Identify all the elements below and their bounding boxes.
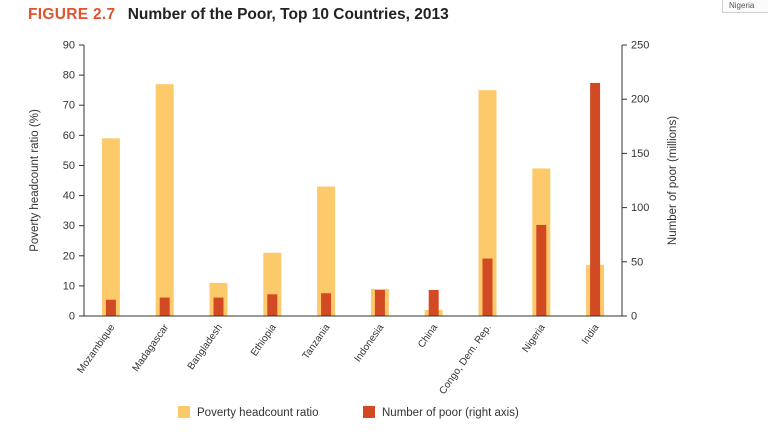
poor-bar-tanzania (321, 293, 332, 316)
left-tick-label: 50 (63, 160, 75, 172)
legend-label-poor: Number of poor (right axis) (382, 407, 519, 419)
poor-bar-china (428, 289, 439, 316)
category-label: Bangladesh (186, 322, 225, 372)
ratio-bar-madagascar (155, 84, 174, 317)
poor-bar-bangladesh (213, 297, 224, 316)
legend-swatch-ratio (178, 406, 190, 418)
left-tick-label: 60 (63, 130, 75, 142)
left-tick-label: 70 (63, 100, 75, 112)
category-label: Tanzania (301, 322, 333, 361)
left-tick-label: 80 (63, 70, 75, 82)
left-tick-label: 30 (63, 220, 75, 232)
right-tick-label: 100 (631, 202, 649, 214)
poor-bar-madagascar (159, 297, 170, 316)
left-tick-label: 0 (69, 311, 75, 323)
category-label: Congo, Dem. Rep. (437, 322, 494, 396)
poor-bar-mozambique (105, 299, 116, 316)
right-tick-label: 0 (631, 311, 637, 323)
category-label: Nigeria (521, 322, 548, 355)
poor-bar-indonesia (374, 289, 385, 316)
right-tick-label: 250 (631, 40, 649, 52)
left-tick-label: 40 (63, 190, 75, 202)
category-label: Madagascar (131, 322, 172, 374)
figure-label: FIGURE 2.7 (28, 6, 116, 23)
bars-layer (101, 82, 605, 317)
poor-bar-ethiopia (267, 294, 278, 316)
right-tick-label: 200 (631, 94, 649, 106)
figure-title: Number of the Poor, Top 10 Countries, 20… (127, 6, 449, 23)
category-label: Indonesia (352, 322, 386, 364)
legend-swatch-poor (363, 406, 375, 418)
legend-label-ratio: Poverty headcount ratio (197, 407, 318, 419)
left-tick-label: 20 (63, 250, 75, 262)
legend: Poverty headcount ratio Number of poor (r… (178, 406, 519, 419)
left-tick-label: 10 (63, 280, 75, 292)
category-label: Ethiopia (249, 322, 279, 358)
left-tick-label: 90 (63, 40, 75, 52)
y-axis-label: Poverty headcount ratio (%) (29, 109, 41, 252)
ratio-bar-tanzania (317, 186, 336, 316)
right-tick-label: 50 (631, 256, 643, 268)
category-label: India (580, 322, 602, 346)
figure-title-row: FIGURE 2.7 Number of the Poor, Top 10 Co… (28, 6, 449, 28)
category-label: Mozambique (76, 322, 118, 376)
category-label: China (416, 322, 440, 350)
poor-bar-india (590, 82, 601, 316)
poor-bar-nigeria (536, 224, 547, 316)
axes-layer: Mozambique Madagascar Bangladesh Ethiopia Ta… (29, 40, 679, 397)
tooltip-chip: Nigeria (722, 0, 768, 13)
poor-bar-congo-dem-rep (482, 258, 493, 316)
ratio-bar-mozambique (101, 138, 120, 316)
right-tick-label: 150 (631, 148, 649, 160)
y2-axis-label: Number of poor (millions) (667, 116, 679, 245)
